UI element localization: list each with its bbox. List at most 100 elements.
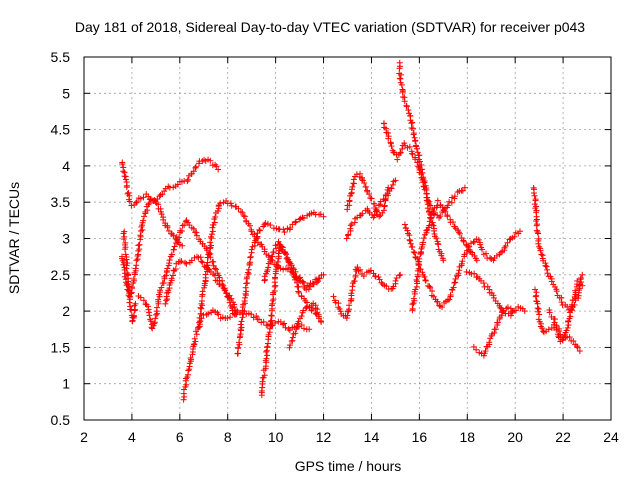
data-point-arc-g [217, 200, 224, 207]
data-point-arc-f [233, 311, 240, 318]
data-point-arc-e [225, 293, 232, 300]
data-point-arc-b [130, 276, 137, 283]
data-point-arc-i [299, 278, 306, 285]
data-point-arc-h [238, 324, 245, 331]
data-point-arc-b [133, 257, 140, 264]
data-point-arc-u [535, 230, 542, 237]
data-point-arc-v [576, 348, 583, 355]
data-point-arc-p [411, 134, 418, 141]
data-point-arc-s [521, 308, 528, 315]
data-point-arc-c [123, 256, 130, 263]
data-point-arc-d [212, 265, 219, 272]
data-point-arc-b [135, 242, 142, 249]
data-point-arc-h [287, 224, 294, 231]
data-point-arc-k [302, 305, 309, 312]
data-point-arc-m [348, 190, 355, 197]
data-point-arc-e [231, 304, 238, 311]
data-point-arc-l [367, 267, 374, 274]
data-point-arc-j [279, 244, 286, 251]
data-point-arc-j [290, 270, 297, 277]
data-point-arc-q [406, 237, 413, 244]
data-point-arc-t [486, 339, 493, 346]
data-point-arc-h [246, 260, 253, 267]
data-point-arc-q [504, 239, 511, 246]
data-point-arc-n [343, 235, 350, 242]
data-point-arc-g [208, 231, 215, 238]
data-point-arc-d [146, 312, 153, 319]
data-point-arc-o [461, 184, 468, 191]
y-tick-label: 1.5 [51, 339, 71, 355]
data-point-arc-l [332, 299, 339, 306]
data-point-arc-l [372, 273, 379, 280]
data-point-arc-g [199, 288, 206, 295]
data-point-arc-n [347, 225, 354, 232]
data-point-arc-b [168, 230, 175, 237]
data-point-arc-h [243, 288, 250, 295]
data-point-arc-r [420, 235, 427, 242]
data-point-arc-w [567, 313, 574, 320]
x-tick-label: 12 [316, 429, 332, 445]
data-point-arc-r [456, 230, 463, 237]
data-point-arc-p [409, 125, 416, 132]
data-point-arc-p [430, 227, 437, 234]
data-point-arc-n [347, 222, 354, 229]
data-point-arc-v [566, 334, 573, 341]
data-point-arc-f [192, 338, 199, 345]
data-point-arc-j [268, 253, 275, 260]
data-point-arc-l [357, 266, 364, 273]
data-point-arc-q [407, 240, 414, 247]
data-point-arc-a [213, 163, 220, 170]
data-point-arc-f [205, 310, 212, 317]
data-point-arc-h [242, 294, 249, 301]
data-point-arc-s [480, 280, 487, 287]
data-point-arc-h [256, 226, 263, 233]
data-point-arc-l [393, 274, 400, 281]
data-point-arc-h [320, 213, 327, 220]
data-point-arc-g [239, 209, 246, 216]
data-point-arc-c [127, 296, 134, 303]
data-point-arc-l [376, 276, 383, 283]
data-point-arc-q [421, 273, 428, 280]
data-point-arc-d [156, 287, 163, 294]
data-point-arc-u [537, 247, 544, 254]
data-point-arc-o [390, 149, 397, 156]
x-tick-label: 8 [224, 429, 232, 445]
data-point-arc-w [564, 324, 571, 331]
data-point-arc-t [482, 348, 489, 355]
data-point-arc-g [220, 199, 227, 206]
data-point-arc-d [140, 297, 147, 304]
data-point-arc-q [451, 279, 458, 286]
data-point-arc-v [535, 308, 542, 315]
data-point-arc-h [292, 218, 299, 225]
data-point-arc-n [388, 185, 395, 192]
data-point-arc-b [133, 262, 140, 269]
data-point-arc-l [392, 277, 399, 284]
data-point-arc-v [535, 306, 542, 313]
data-point-arc-e [183, 260, 190, 267]
data-point-arc-i [310, 281, 317, 288]
data-point-arc-t [492, 326, 499, 333]
data-point-arc-u [530, 190, 537, 197]
data-point-arc-r [465, 244, 472, 251]
data-point-arc-r [410, 295, 417, 302]
data-point-arc-a [190, 168, 197, 175]
data-point-arc-q [511, 233, 518, 240]
data-point-arc-h [240, 310, 247, 317]
data-point-arc-u [533, 227, 540, 234]
data-point-arc-o [409, 151, 416, 158]
data-point-arc-g [207, 233, 214, 240]
data-point-arc-m [381, 202, 388, 209]
data-point-arc-f [272, 320, 279, 327]
data-point-arc-o [446, 198, 453, 205]
data-point-arc-q [405, 230, 412, 237]
data-point-arc-q [477, 241, 484, 248]
data-point-arc-u [579, 271, 586, 278]
data-point-arc-q [455, 270, 462, 277]
data-point-arc-h [244, 274, 251, 281]
data-point-arc-g [211, 219, 218, 226]
data-point-arc-b [158, 211, 165, 218]
data-point-arc-e [169, 272, 176, 279]
data-point-arc-m [346, 197, 353, 204]
data-point-arc-o [399, 145, 406, 152]
